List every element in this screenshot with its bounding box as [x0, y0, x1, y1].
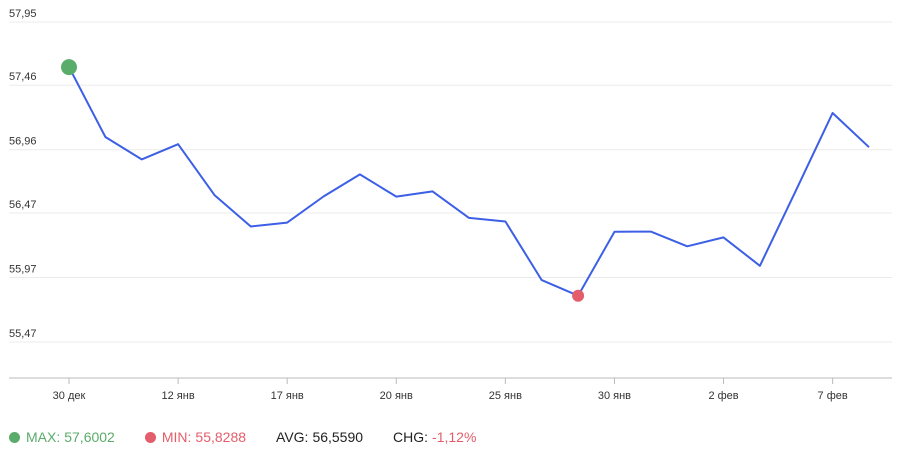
x-tick-label: 30 янв	[598, 390, 631, 402]
x-tick-label: 12 янв	[162, 390, 195, 402]
y-tick-label: 55,97	[9, 263, 37, 275]
x-tick-label: 25 янв	[489, 390, 522, 402]
x-axis: 30 дек 12 янв 17 янв 20 янв 25 янв 30 янв 2 фе…	[53, 378, 848, 402]
x-tick-label: 17 янв	[271, 390, 304, 402]
y-axis: 55,47 55,97 56,47 56,96 57,46 57,95	[9, 8, 37, 340]
max-point	[61, 59, 77, 76]
chg-label: CHG:	[393, 429, 429, 445]
max-dot-icon	[9, 431, 20, 443]
x-tick-label: 2 фев	[708, 390, 738, 402]
y-tick-label: 57,46	[9, 71, 37, 83]
stat-max: MAX: 57,6002	[9, 429, 115, 445]
extreme-markers	[61, 59, 585, 302]
min-value: 55,8288	[195, 429, 247, 445]
avg-value: 56,5590	[312, 429, 364, 445]
stat-chg: CHG: -1,12%	[393, 429, 476, 445]
stat-min: MIN: 55,8288	[144, 429, 247, 445]
grid-lines	[9, 21, 892, 343]
min-point	[572, 289, 585, 302]
min-label: MIN:	[161, 429, 192, 445]
y-tick-label: 55,47	[9, 328, 37, 340]
stats-bar: MAX: 57,6002 MIN: 55,8288 AVG: 56,5590 C…	[9, 428, 506, 446]
max-value: 57,6002	[64, 429, 115, 445]
max-label: MAX:	[26, 429, 61, 445]
x-tick-label: 7 фев	[818, 390, 848, 402]
y-tick-label: 57,95	[9, 8, 37, 20]
y-tick-label: 56,96	[9, 136, 37, 148]
x-tick-label: 30 дек	[53, 390, 86, 402]
stat-avg: AVG: 56,5590	[276, 429, 363, 445]
rate-line	[68, 66, 870, 297]
chg-value: -1,12%	[432, 429, 477, 445]
x-tick-label: 20 янв	[380, 390, 413, 402]
avg-label: AVG:	[276, 429, 309, 445]
y-tick-label: 56,47	[9, 199, 37, 211]
min-dot-icon	[144, 431, 156, 443]
exchange-rate-chart: 55,47 55,97 56,47 56,96 57,46 57,95 30 дек 12 …	[9, 8, 892, 402]
